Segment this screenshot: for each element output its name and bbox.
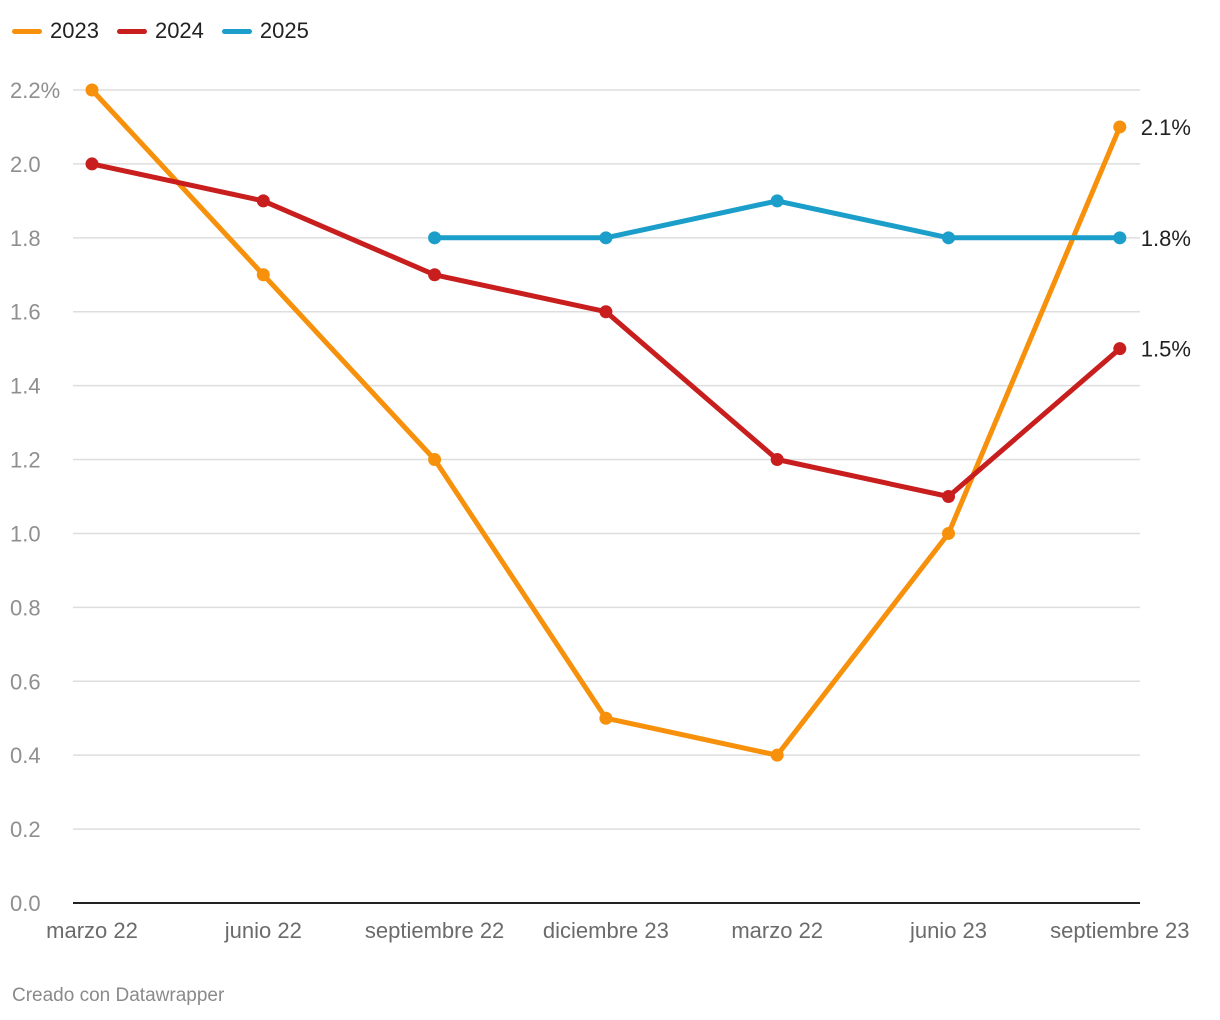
y-tick-label: 1.6 — [10, 300, 41, 325]
credit-text: Creado con Datawrapper — [12, 985, 225, 1006]
end-label-2024: 1.5% — [1141, 337, 1191, 362]
legend: 2023 2024 2025 — [12, 18, 309, 44]
data-point-2024 — [85, 157, 99, 171]
x-tick-label: septiembre 23 — [1050, 918, 1189, 943]
data-point-2025 — [942, 231, 955, 245]
data-point-2025 — [428, 231, 442, 245]
x-tick-label: marzo 22 — [731, 918, 823, 943]
y-tick-label: 0.0 — [10, 891, 41, 916]
y-tick-label: 2.2% — [10, 78, 60, 103]
y-tick-label: 0.2 — [10, 817, 41, 842]
data-point-2025 — [599, 231, 613, 245]
data-point-2023 — [428, 453, 442, 467]
y-tick-label: 0.4 — [10, 743, 41, 768]
y-tick-label: 1.8 — [10, 226, 41, 251]
y-tick-label: 0.8 — [10, 595, 41, 620]
legend-swatch-2023 — [12, 28, 42, 34]
legend-item-2025: 2025 — [221, 18, 309, 44]
data-point-2023 — [942, 526, 955, 540]
data-point-2023 — [85, 83, 99, 97]
data-point-2024 — [256, 194, 270, 208]
data-point-2024 — [942, 490, 955, 503]
legend-item-2024: 2024 — [116, 18, 204, 44]
y-tick-label: 1.2 — [10, 448, 41, 473]
series-line-2024 — [89, 161, 1123, 499]
y-tick-label: 1.0 — [10, 521, 41, 546]
data-point-2024 — [770, 453, 784, 467]
data-point-2023 — [599, 711, 613, 725]
data-point-2025 — [770, 194, 784, 208]
data-point-2023 — [256, 268, 270, 282]
data-point-2025 — [1113, 231, 1127, 245]
legend-swatch-2024 — [116, 28, 147, 34]
y-tick-label: 2.0 — [10, 152, 41, 177]
y-tick-label: 0.6 — [10, 669, 41, 694]
x-tick-label: diciembre 23 — [543, 918, 669, 943]
legend-label-2025: 2025 — [259, 18, 309, 43]
data-point-2024 — [599, 305, 613, 319]
legend-swatch-2025 — [221, 28, 252, 34]
y-tick-label: 1.4 — [10, 374, 41, 399]
series-line-2023 — [89, 87, 1123, 758]
end-label-2023: 2.1% — [1141, 115, 1191, 140]
x-tick-label: marzo 22 — [46, 918, 138, 943]
data-point-2023 — [1113, 120, 1127, 134]
x-tick-label: junio 23 — [909, 918, 987, 943]
data-point-2024 — [1113, 342, 1127, 356]
legend-label-2023: 2023 — [50, 18, 99, 43]
x-tick-label: junio 22 — [224, 918, 302, 943]
legend-label-2024: 2024 — [154, 18, 204, 43]
legend-item-2023: 2023 — [12, 18, 99, 44]
end-label-2025: 1.8% — [1141, 226, 1191, 251]
data-point-2024 — [428, 268, 442, 282]
data-point-2023 — [770, 748, 784, 762]
x-tick-label: septiembre 22 — [365, 918, 504, 943]
